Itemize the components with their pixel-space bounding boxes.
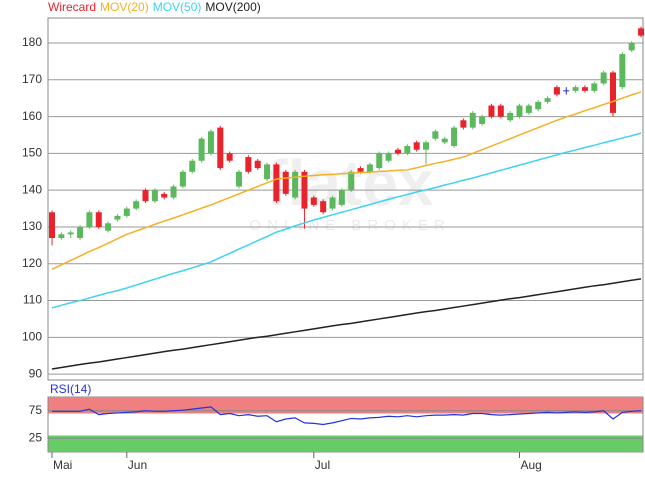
- candle-body: [292, 171, 299, 198]
- candle-body: [581, 87, 588, 91]
- candle-body: [553, 87, 560, 95]
- watermark-sub: ONLINE BROKER: [249, 217, 450, 234]
- y-tick-label: 90: [29, 366, 43, 380]
- candle-body: [320, 201, 327, 213]
- rsi-band: [48, 397, 643, 414]
- candle-body: [226, 153, 233, 161]
- candle-body: [114, 215, 121, 220]
- candle-body: [563, 90, 570, 92]
- candle-body: [348, 171, 355, 191]
- rsi-title: RSI(14): [50, 382, 91, 396]
- candle-body: [610, 72, 616, 113]
- candle-body: [133, 201, 140, 209]
- candle-body: [376, 153, 383, 169]
- y-tick-label: 25: [29, 430, 43, 444]
- candle-body: [385, 153, 392, 161]
- candle-body: [236, 171, 242, 187]
- candle-body: [451, 127, 458, 147]
- y-tick-label: 130: [22, 219, 42, 233]
- candle-body: [469, 112, 476, 128]
- candle-body: [310, 197, 317, 205]
- legend-entry: MOV(200): [205, 0, 260, 14]
- candle-body: [441, 138, 448, 143]
- candle-body: [338, 190, 345, 205]
- y-tick-label: 110: [23, 293, 42, 307]
- legend-entry: MOV(50): [153, 0, 202, 14]
- candle-body: [413, 142, 420, 150]
- candle-body: [151, 190, 158, 202]
- candle-body: [77, 226, 84, 238]
- candle-body: [49, 212, 55, 238]
- y-tick-label: 150: [22, 146, 42, 160]
- candle-body: [404, 146, 411, 154]
- candle-body: [394, 149, 401, 154]
- candle-body: [123, 208, 130, 216]
- candle-body: [497, 105, 504, 117]
- candle-body: [357, 168, 364, 172]
- candle-body: [638, 28, 645, 36]
- candle-body: [572, 87, 579, 91]
- candle-body: [67, 232, 74, 235]
- candle-body: [366, 164, 373, 172]
- candle-body: [161, 193, 168, 198]
- candle-body: [198, 138, 205, 161]
- x-tick-label: Mai: [53, 458, 72, 472]
- y-tick-label: 140: [22, 182, 42, 196]
- candle-body: [254, 160, 261, 169]
- candle-body: [479, 116, 486, 124]
- candle-body: [301, 171, 308, 209]
- candle-body: [516, 105, 523, 117]
- candle-body: [207, 131, 214, 154]
- moving-average-line: [51, 91, 642, 270]
- y-tick-label: 160: [22, 109, 42, 123]
- candle-body: [488, 105, 495, 117]
- candle-body: [544, 98, 551, 102]
- x-tick-label: Jul: [315, 458, 330, 472]
- y-tick-label: 100: [22, 329, 42, 343]
- rsi-line: [52, 406, 642, 426]
- candle-body: [619, 54, 626, 88]
- candle-body: [189, 160, 196, 172]
- candle-body: [329, 197, 336, 209]
- x-tick-label: Jun: [128, 458, 147, 472]
- candle-body: [600, 72, 607, 84]
- candle-body: [245, 157, 252, 172]
- y-tick-label: 75: [29, 403, 43, 417]
- candle-body: [432, 131, 439, 139]
- legend-entry: MOV(20): [100, 0, 149, 14]
- candle-body: [217, 127, 224, 169]
- moving-average-line: [51, 278, 642, 370]
- legend-entry: Wirecard: [48, 0, 96, 14]
- candle-body: [179, 171, 186, 187]
- x-tick-label: Aug: [521, 458, 542, 472]
- candle-body: [58, 234, 65, 238]
- candle-body: [95, 212, 102, 227]
- candle-body: [170, 186, 177, 198]
- y-tick-label: 180: [22, 35, 42, 49]
- candle-body: [460, 120, 467, 128]
- candle-body: [535, 101, 542, 110]
- candle-body: [273, 164, 280, 202]
- candle-body: [142, 190, 149, 202]
- candle-body: [591, 83, 598, 91]
- candle-body: [264, 164, 271, 180]
- y-tick-label: 170: [22, 72, 42, 86]
- y-tick-label: 120: [22, 256, 42, 270]
- moving-average-line: [51, 132, 642, 309]
- candle-body: [507, 112, 514, 121]
- candle-body: [628, 43, 635, 51]
- candle-body: [525, 105, 532, 113]
- rsi-band: [48, 435, 643, 452]
- candle-body: [282, 171, 289, 194]
- candle-body: [423, 142, 429, 150]
- candle-body: [105, 223, 112, 231]
- candle-body: [86, 212, 93, 227]
